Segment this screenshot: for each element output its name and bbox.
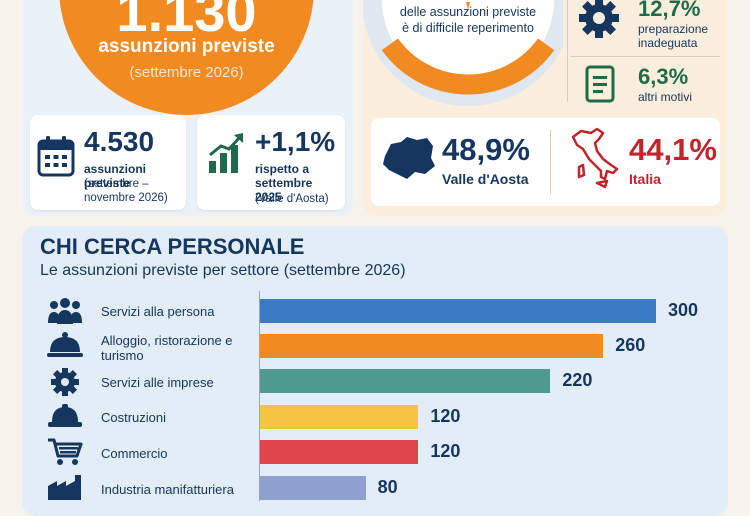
divider [550,130,551,194]
category-label: Servizi alle imprese [101,375,214,390]
divider [567,0,568,102]
comparison-label: Valle d'Aosta [442,171,529,187]
growth-chart-icon [209,133,243,173]
cloche-icon [47,332,83,357]
category-label: Servizi alla persona [101,304,215,319]
value-label: 260 [615,335,646,355]
value-label: 120 [430,441,461,461]
comparison-pct: 48,9% [442,132,530,167]
bar-costruzioni [260,405,419,429]
gear-icon [51,368,79,396]
headline-number: 1.130 [116,0,257,43]
reason-pct: 12,7% [638,0,701,21]
chart-axis [259,291,260,501]
comparison-pct: 44,1% [629,132,717,167]
reason-label: preparazione inadeguata [638,22,709,50]
bar-servizi-imprese [260,369,551,393]
value-label: 120 [430,406,461,426]
bar-industria [260,476,366,500]
cart-icon [48,438,83,465]
section-title: CHI CERCA PERSONALE [40,234,305,259]
italy-map-icon [571,127,619,189]
factory-icon [48,475,81,500]
document-icon [585,65,615,103]
stat-card-growth: +1,1% rispetto a settembre 2025 (Valle d… [197,115,345,210]
value-label: 220 [562,370,593,390]
category-label: Industria manifatturiera [101,482,234,497]
category-label: Alloggio, ristorazione e turismo [101,333,233,363]
stat-value: +1,1% [255,126,336,157]
difficulty-donut [363,0,563,106]
stat-card-quarter: 4.530 assunzioni previste (settembre – n… [30,115,186,210]
calendar-icon [37,136,75,177]
hardhat-icon [48,404,82,427]
people-icon [48,298,82,324]
bar-commercio [260,440,419,464]
difficulty-caption: delle assunzioni previste è di difficile… [399,5,537,35]
comparison-label: Italia [629,171,661,187]
bar-servizi-persona [260,299,656,323]
bar-alloggio-ristorazione [260,334,604,358]
gear-icon [579,0,619,38]
divider [570,56,720,57]
reason-pct: 6,3% [638,64,689,89]
reason-label: altri motivi [638,90,693,104]
stat-sub: (settembre – novembre 2026) [84,178,168,204]
category-label: Costruzioni [101,410,167,425]
value-label: 80 [377,477,398,497]
stat-value: 4.530 [84,126,155,157]
value-label: 300 [668,300,699,320]
valle-aosta-map-icon [383,137,435,179]
stat-label: rispetto a settembre 2025 [255,162,313,204]
comparison-card: 48,9% Valle d'Aosta 44,1% Italia [371,118,720,206]
headline-period: (settembre 2026) [129,64,244,81]
section-subtitle: Le assunzioni previste per settore (sett… [40,262,406,279]
stat-sub: (Valle d'Aosta) [255,193,329,205]
stat-label: assunzioni previste [84,162,147,190]
headline-label: assunzioni previste [98,36,275,57]
category-label: Commercio [101,446,168,461]
